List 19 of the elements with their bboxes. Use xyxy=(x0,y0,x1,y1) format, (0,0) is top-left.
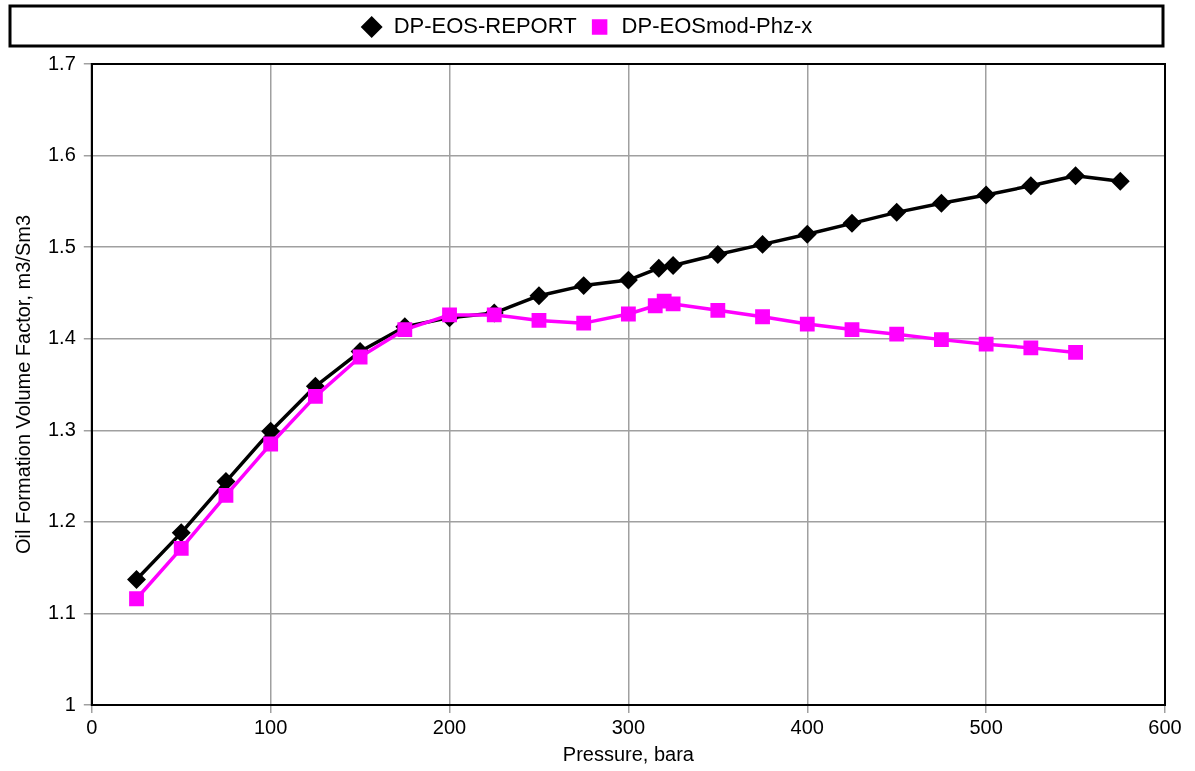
y-tick-label: 1.1 xyxy=(47,600,76,623)
y-tick-label: 1.2 xyxy=(47,509,76,532)
x-tick-label: 300 xyxy=(611,715,646,738)
y-axis-title: Oil Formation Volume Factor, m3/Sm3 xyxy=(11,214,34,555)
legend-label: DP-EOSmod-Phz-x xyxy=(621,13,813,39)
x-tick-label: 600 xyxy=(1148,715,1182,738)
y-tick-label: 1.5 xyxy=(47,234,76,257)
x-tick-label: 200 xyxy=(432,715,467,738)
y-tick-label: 1.3 xyxy=(47,417,76,440)
y-tick-label: 1.7 xyxy=(47,51,76,74)
x-tick-label: 100 xyxy=(253,715,288,738)
x-axis-title: Pressure, bara xyxy=(562,742,695,765)
y-tick-label: 1.6 xyxy=(47,143,76,166)
y-tick-label: 1.4 xyxy=(47,326,76,349)
x-tick-label: 400 xyxy=(790,715,824,738)
legend-label: DP-EOS-REPORT xyxy=(393,13,577,39)
x-tick-label: 0 xyxy=(86,715,98,738)
y-tick-label: 1 xyxy=(64,692,76,715)
x-tick-label: 500 xyxy=(969,715,1003,738)
